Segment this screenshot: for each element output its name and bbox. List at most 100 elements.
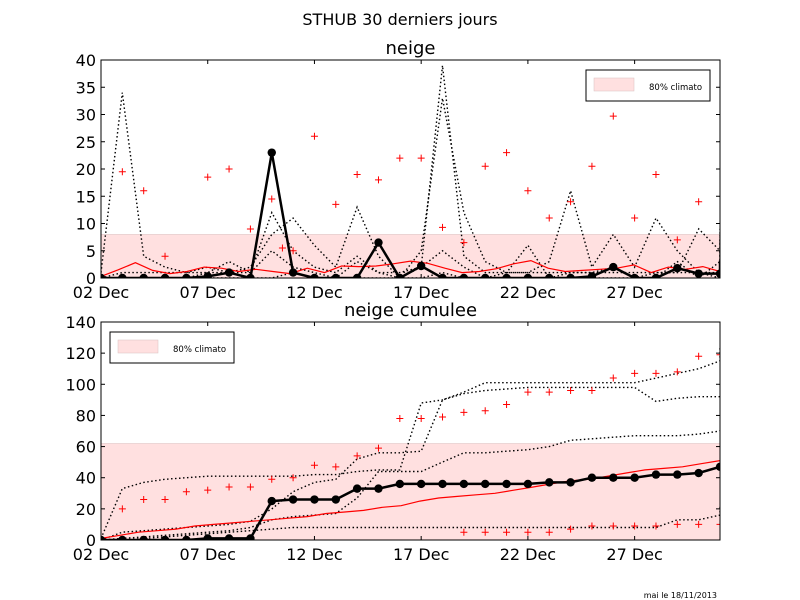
obs-point [481, 273, 490, 278]
obs-point [715, 462, 720, 472]
plus-marker [524, 187, 532, 195]
obs-point [502, 479, 511, 489]
y-tick-label: 40 [76, 469, 96, 488]
y-tick-label: 100 [65, 375, 96, 394]
obs-point [267, 148, 276, 157]
plus-marker [631, 369, 639, 377]
x-tick-label: 17 Dec [393, 283, 449, 302]
legend: 80% climato [109, 331, 235, 364]
plus-marker [246, 483, 254, 491]
plus-marker [652, 522, 660, 530]
chart-title: neige cumulee [344, 300, 477, 321]
obs-point [352, 484, 362, 493]
obs-point [609, 473, 618, 482]
obs-point [182, 273, 191, 278]
x-tick-label: 07 Dec [180, 283, 236, 302]
obs-point [310, 495, 319, 504]
plot-area [101, 346, 720, 540]
plus-marker [695, 520, 703, 528]
y-tick-label: 20 [76, 160, 96, 179]
y-tick-label: 140 [65, 313, 96, 332]
plus-marker [545, 388, 553, 396]
plus-marker [332, 200, 340, 208]
obs-point [101, 535, 106, 540]
obs-point [139, 273, 148, 278]
obs-point [288, 268, 298, 277]
member-series-line [101, 346, 720, 539]
footer-note: mai le 18/11/2013 [643, 591, 717, 600]
obs-point [459, 273, 469, 278]
obs-point [416, 479, 426, 489]
obs-point [481, 479, 490, 489]
obs-point [331, 273, 340, 278]
plus-marker [460, 239, 468, 247]
plus-marker [673, 520, 681, 528]
y-tick-label: 120 [65, 344, 96, 363]
plus-marker [417, 415, 425, 423]
x-tick-label: 27 Dec [606, 545, 662, 564]
plus-marker [118, 505, 126, 513]
plus-marker [609, 112, 617, 120]
plus-marker [204, 486, 212, 494]
plus-marker [289, 247, 297, 255]
obs-point [224, 534, 234, 540]
plus-marker [716, 520, 720, 528]
obs-point [139, 535, 148, 540]
obs-point [609, 262, 618, 272]
plus-marker [588, 162, 596, 170]
plus-marker [396, 415, 404, 423]
y-tick-label: 80 [76, 406, 96, 425]
legend-swatch [593, 77, 635, 92]
plus-marker [182, 488, 190, 496]
legend-label: 80% climato [649, 83, 702, 93]
obs-point [502, 273, 511, 278]
plus-marker [460, 408, 468, 416]
axes-frame [100, 321, 721, 541]
obs-point [160, 535, 170, 540]
plus-marker [374, 444, 382, 452]
y-tick-label: 60 [76, 438, 96, 457]
plus-marker [353, 170, 361, 178]
plus-marker [503, 528, 511, 536]
plus-marker [545, 528, 553, 536]
plus-marker [503, 401, 511, 409]
obs-point [545, 478, 554, 487]
x-tick-label: 12 Dec [286, 283, 342, 302]
plus-marker [161, 252, 169, 260]
y-tick-label: 40 [76, 51, 96, 70]
plus-marker [673, 368, 681, 376]
plus-marker [118, 168, 126, 176]
plus-marker [481, 528, 489, 536]
member-series-line [101, 386, 720, 540]
member-series-line [101, 427, 720, 540]
obs-point [587, 272, 597, 278]
y-tick-label: 20 [76, 500, 96, 519]
plus-marker [609, 522, 617, 530]
obs-point [118, 273, 127, 278]
obs-point [395, 273, 405, 278]
obs-point [118, 535, 127, 540]
obs-point [267, 496, 276, 506]
plus-marker [524, 528, 532, 536]
obs-point [694, 269, 703, 278]
obs-point [395, 479, 405, 489]
plus-marker [631, 214, 639, 222]
x-tick-label: 02 Dec [73, 545, 129, 564]
obs-point [459, 479, 469, 489]
member-series-line [101, 98, 720, 278]
plus-marker [140, 187, 148, 195]
x-tick-label: 22 Dec [500, 283, 556, 302]
plus-marker [481, 162, 489, 170]
obs-point [694, 468, 703, 478]
y-tick-label: 30 [76, 106, 96, 125]
plus-marker [396, 154, 404, 162]
plus-marker [652, 170, 660, 178]
chart-neige: 0 5 10 15 20 25 30 35 40 02 Dec 07 Dec 12 Dec 17 Dec… [73, 38, 721, 302]
y-tick-label: 25 [76, 133, 96, 152]
x-tick-label: 17 Dec [393, 545, 449, 564]
obs-point [374, 484, 383, 493]
plus-marker [417, 154, 425, 162]
plus-marker [588, 522, 596, 530]
obs-point [160, 273, 170, 278]
